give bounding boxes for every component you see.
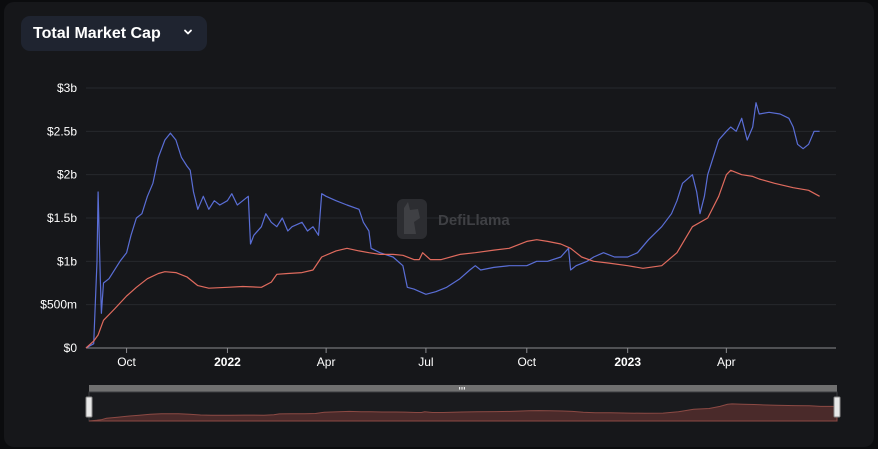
watermark: DefiLlama (397, 199, 510, 239)
grip-handle-icon[interactable] (459, 387, 465, 390)
x-tick-label: Jul (418, 355, 433, 369)
zoom-slider-bar[interactable] (89, 385, 837, 392)
y-tick-label: $1.5b (47, 211, 77, 225)
x-tick-label: Apr (317, 355, 336, 369)
y-tick-label: $500m (40, 298, 77, 312)
x-tick-label: Oct (117, 355, 136, 369)
chevron-down-icon (184, 29, 192, 35)
x-tick-label: 2023 (614, 355, 641, 369)
y-tick-label: $2.5b (47, 124, 77, 138)
x-tick-label: Apr (717, 355, 736, 369)
series-line-2 (85, 169, 820, 349)
watermark-text: DefiLlama (438, 212, 510, 229)
metric-selector-button[interactable]: Total Market Cap (21, 16, 207, 51)
y-axis: $0 $500m $1b $1.5b $2b $2.5b $3b (40, 81, 77, 355)
y-tick-label: $0 (64, 341, 78, 355)
series-line-1 (85, 102, 820, 349)
x-tick-label: Oct (517, 355, 536, 369)
zoom-handle-right[interactable] (833, 396, 841, 418)
zoom-slider[interactable] (85, 385, 841, 422)
metric-selector-label: Total Market Cap (33, 24, 161, 42)
y-tick-label: $1b (57, 254, 77, 268)
y-tick-label: $2b (57, 168, 77, 182)
x-tick-label: 2022 (214, 355, 241, 369)
series-lines (85, 102, 820, 349)
llama-icon (397, 199, 427, 239)
zoom-handle-left[interactable] (85, 396, 93, 418)
x-axis: Oct 2022 Apr Jul Oct 2023 Apr (86, 347, 836, 369)
zoom-navigator-area (88, 403, 838, 422)
y-tick-label: $3b (57, 81, 77, 95)
chart-grid (86, 87, 836, 349)
chart-card (4, 2, 874, 447)
